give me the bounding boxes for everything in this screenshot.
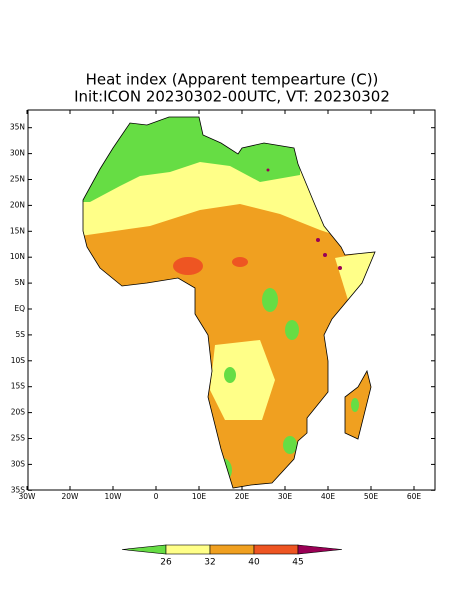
lon-tick-label: 50E (364, 492, 379, 501)
lon-tick-label: 40E (321, 492, 336, 501)
lon-tick-label: 0 (154, 492, 159, 501)
lon-tick-label: 10W (105, 492, 123, 501)
colorbar-end (121, 544, 167, 555)
lat-tick-label: 10N (10, 252, 25, 261)
subtitle: Init:ICON 20230302-00UTC, VT: 20230302 (74, 88, 390, 106)
lat-tick-label: 15N (10, 226, 25, 235)
lon-tick-label: 30W (19, 492, 37, 501)
colorbar: 26 32 40 45 (121, 544, 343, 568)
lon-tick-label: 30E (278, 492, 293, 501)
lat-tick-label: 35S (11, 485, 26, 494)
lat-tick-label: 15S (11, 382, 26, 391)
colorbar-box (253, 544, 299, 555)
colorbar-label: 45 (292, 558, 303, 568)
axis-ticks: 35N 30N 25N 20N 15N 10N 5N EQ 5S 10S 15S 20S 25S 30S 3… (10, 110, 435, 501)
lat-tick-label: 25N (10, 175, 25, 184)
lon-tick-label: 20W (62, 492, 80, 501)
colorbar-label: 40 (248, 558, 260, 568)
title: Heat index (Apparent tempearture (C)) (86, 71, 379, 89)
colorbar-box (165, 544, 211, 555)
colorbar-label: 32 (204, 558, 215, 568)
colorbar-box (209, 544, 255, 555)
lat-tick-label: 20S (11, 408, 26, 417)
lat-tick-label: 5N (15, 278, 25, 287)
lat-tick-label: 30N (10, 149, 25, 158)
lon-tick-label: 10E (192, 492, 207, 501)
lat-tick-label: 25S (11, 434, 26, 443)
lat-tick-label: 30S (11, 459, 26, 468)
lat-tick-label: 10S (11, 356, 26, 365)
lat-tick-label: 35N (10, 123, 25, 132)
lon-tick-label: 60E (407, 492, 422, 501)
lat-tick-label: EQ (14, 304, 25, 313)
colorbar-end (297, 544, 343, 555)
lat-tick-label: 5S (15, 330, 25, 339)
lat-tick-label: 20N (10, 200, 25, 209)
colorbar-label: 26 (160, 558, 172, 568)
lon-tick-label: 20E (235, 492, 250, 501)
